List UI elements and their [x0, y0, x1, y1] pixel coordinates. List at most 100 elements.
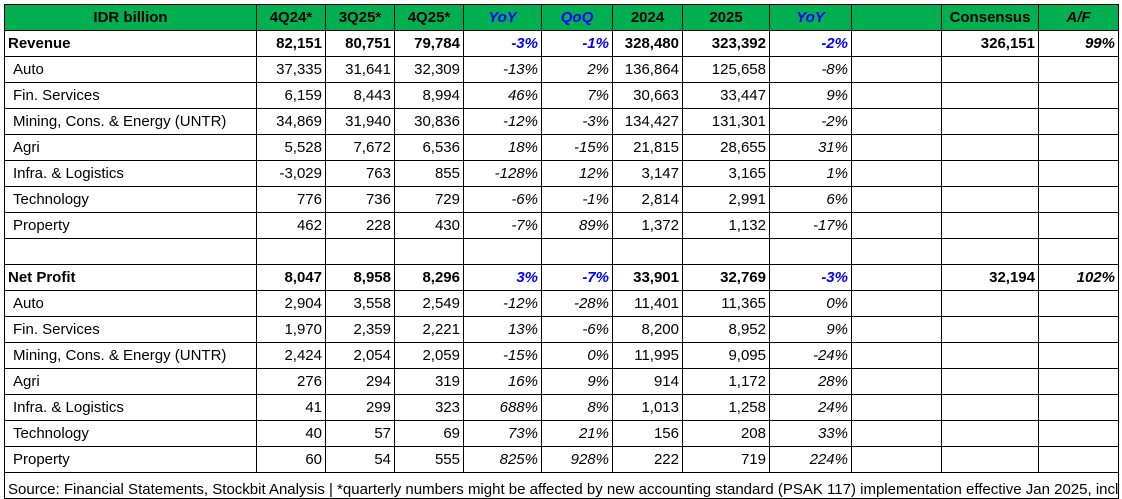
actual-vs-forecast — [1038, 446, 1119, 473]
value-2024: 1,372 — [612, 212, 683, 239]
annual-yoy: 24% — [769, 394, 852, 421]
quarterly-yoy: 825% — [463, 446, 542, 473]
value-4q24: 82,151 — [256, 30, 326, 57]
gap-cell — [851, 394, 942, 421]
quarterly-yoy: 13% — [463, 316, 542, 343]
header-qoq: QoQ — [541, 4, 613, 31]
row-label: Revenue — [4, 30, 257, 57]
consensus: 326,151 — [941, 30, 1039, 57]
value-2024: 914 — [612, 368, 683, 395]
qoq: -28% — [541, 290, 613, 317]
consensus — [941, 160, 1039, 187]
value-4q24: 2,904 — [256, 290, 326, 317]
gap-cell — [851, 446, 942, 473]
consensus — [941, 368, 1039, 395]
value-4q24: 276 — [256, 368, 326, 395]
value-2024: 156 — [612, 420, 683, 447]
value-4q24: 60 — [256, 446, 326, 473]
gap-cell — [851, 186, 942, 213]
revenue-segment-row: Property 462 228 430 -7% 89% 1,372 1,132 -17% — [4, 212, 1119, 239]
consensus — [941, 82, 1039, 109]
quarterly-yoy: 73% — [463, 420, 542, 447]
actual-vs-forecast — [1038, 368, 1119, 395]
header-2024: 2024 — [612, 4, 683, 31]
value-2024: 8,200 — [612, 316, 683, 343]
annual-yoy: 224% — [769, 446, 852, 473]
value-3q25: 7,672 — [325, 134, 395, 161]
value-2024: 11,995 — [612, 342, 683, 369]
row-label: Technology — [4, 186, 257, 213]
value-2024: 136,864 — [612, 56, 683, 83]
value-3q25: 2,359 — [325, 316, 395, 343]
gap-cell — [851, 420, 942, 447]
revenue-segment-row: Auto 37,335 31,641 32,309 -13% 2% 136,864 125,6… — [4, 56, 1119, 83]
empty-cell — [325, 238, 395, 265]
quarterly-yoy: -6% — [463, 186, 542, 213]
consensus — [941, 56, 1039, 83]
value-3q25: 228 — [325, 212, 395, 239]
empty-cell — [941, 238, 1039, 265]
quarterly-yoy: 688% — [463, 394, 542, 421]
annual-yoy: -17% — [769, 212, 852, 239]
header-2025: 2025 — [682, 4, 770, 31]
quarterly-yoy: 46% — [463, 82, 542, 109]
source-row: Source: Financial Statements, Stockbit A… — [4, 472, 1119, 499]
consensus — [941, 290, 1039, 317]
qoq: -3% — [541, 108, 613, 135]
value-4q25: 555 — [394, 446, 464, 473]
empty-cell — [769, 238, 852, 265]
consensus — [941, 342, 1039, 369]
row-label: Fin. Services — [4, 82, 257, 109]
value-2024: 21,815 — [612, 134, 683, 161]
annual-yoy: 28% — [769, 368, 852, 395]
value-2025: 9,095 — [682, 342, 770, 369]
row-label: Net Profit — [4, 264, 257, 291]
value-2025: 8,952 — [682, 316, 770, 343]
value-4q25: 855 — [394, 160, 464, 187]
revenue-segment-row: Mining, Cons. & Energy (UNTR) 34,869 31,94… — [4, 108, 1119, 135]
value-4q24: 8,047 — [256, 264, 326, 291]
value-2024: 11,401 — [612, 290, 683, 317]
gap-cell — [851, 368, 942, 395]
header-quarterly-yoy: YoY — [463, 4, 542, 31]
value-4q24: 6,159 — [256, 82, 326, 109]
qoq: 89% — [541, 212, 613, 239]
value-4q25: 6,536 — [394, 134, 464, 161]
value-3q25: 294 — [325, 368, 395, 395]
value-2025: 719 — [682, 446, 770, 473]
quarterly-yoy: -15% — [463, 342, 542, 369]
source-note: Source: Financial Statements, Stockbit A… — [4, 472, 1119, 499]
net-profit-segment-row: Technology 40 57 69 73% 21% 156 208 33% — [4, 420, 1119, 447]
net-profit-segment-row: Mining, Cons. & Energy (UNTR) 2,424 2,054 2… — [4, 342, 1119, 369]
row-label: Mining, Cons. & Energy (UNTR) — [4, 108, 257, 135]
value-4q25: 8,994 — [394, 82, 464, 109]
gap-cell — [851, 212, 942, 239]
value-2025: 1,172 — [682, 368, 770, 395]
annual-yoy: 0% — [769, 290, 852, 317]
header-row: IDR billion 4Q24* 3Q25* 4Q25* YoY QoQ 20… — [4, 4, 1119, 31]
quarterly-yoy: 3% — [463, 264, 542, 291]
qoq: 9% — [541, 368, 613, 395]
value-3q25: 2,054 — [325, 342, 395, 369]
empty-cell — [541, 238, 613, 265]
quarterly-yoy: -7% — [463, 212, 542, 239]
value-3q25: 31,940 — [325, 108, 395, 135]
header-3q25: 3Q25* — [325, 4, 395, 31]
actual-vs-forecast — [1038, 212, 1119, 239]
gap-cell — [851, 30, 942, 57]
value-2025: 2,991 — [682, 186, 770, 213]
row-label: Agri — [4, 134, 257, 161]
actual-vs-forecast — [1038, 290, 1119, 317]
value-3q25: 54 — [325, 446, 395, 473]
qoq: -7% — [541, 264, 613, 291]
revenue-segment-row: Technology 776 736 729 -6% -1% 2,814 2,991 6% — [4, 186, 1119, 213]
actual-vs-forecast — [1038, 394, 1119, 421]
value-2025: 32,769 — [682, 264, 770, 291]
qoq: 928% — [541, 446, 613, 473]
header-4q25: 4Q25* — [394, 4, 464, 31]
value-2024: 33,901 — [612, 264, 683, 291]
gap-cell — [851, 160, 942, 187]
value-4q25: 319 — [394, 368, 464, 395]
qoq: 7% — [541, 82, 613, 109]
actual-vs-forecast — [1038, 316, 1119, 343]
